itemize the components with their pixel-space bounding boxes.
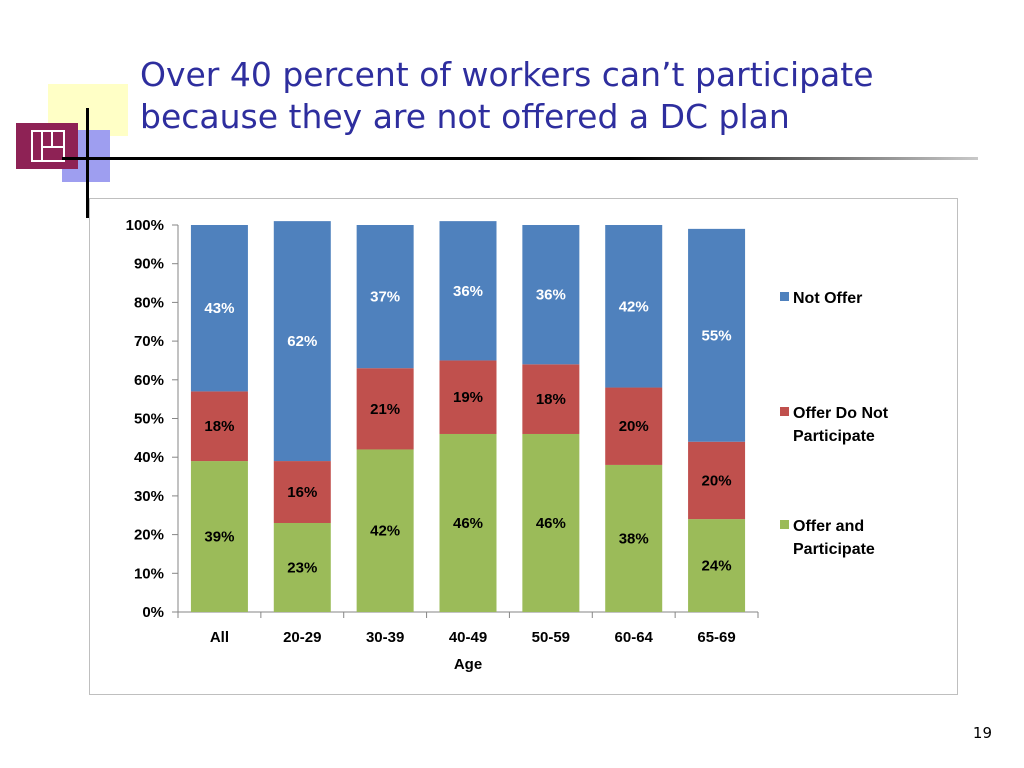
bar-segment bbox=[522, 364, 580, 434]
slide-title-line-2: because they are not offered a DC plan bbox=[140, 97, 790, 136]
data-label: 36% bbox=[453, 283, 483, 300]
bar-segment bbox=[439, 221, 497, 361]
page-number: 19 bbox=[972, 724, 992, 742]
data-label: 43% bbox=[204, 300, 234, 317]
y-tick-label: 0% bbox=[142, 604, 164, 621]
bar-segment bbox=[273, 461, 331, 523]
slide-title-line-1: Over 40 percent of workers can’t partici… bbox=[140, 55, 874, 94]
y-tick-label: 80% bbox=[134, 294, 164, 311]
bar-segment bbox=[522, 225, 580, 365]
legend-label: Participate bbox=[793, 428, 875, 445]
data-label: 42% bbox=[370, 523, 400, 540]
data-label: 18% bbox=[204, 418, 234, 435]
slide-title: Over 40 percent of workers can’t partici… bbox=[140, 54, 980, 138]
chart-area: 0% 10% 20% 30% 40% 50% 60% 70% 80% 90% 100% 39% 18% 4… bbox=[89, 198, 958, 695]
bar-segment bbox=[273, 522, 331, 612]
bar-segment bbox=[605, 225, 663, 388]
data-label: 19% bbox=[453, 389, 483, 406]
y-tick-label: 30% bbox=[134, 488, 164, 505]
decor-vertical-line bbox=[86, 108, 89, 218]
bar-segment bbox=[190, 225, 248, 392]
stacked-bar-chart: 0% 10% 20% 30% 40% 50% 60% 70% 80% 90% 100% 39% 18% 4… bbox=[126, 217, 889, 673]
data-label: 36% bbox=[536, 287, 566, 304]
x-tick-label: 60-64 bbox=[615, 629, 654, 646]
data-label: 16% bbox=[287, 484, 317, 501]
data-label: 46% bbox=[453, 515, 483, 532]
data-label: 18% bbox=[536, 391, 566, 408]
bar-segment bbox=[605, 387, 663, 465]
x-tick-label: 65-69 bbox=[697, 629, 735, 646]
legend-swatch bbox=[780, 407, 789, 416]
data-label: 55% bbox=[702, 327, 732, 344]
legend-swatch bbox=[780, 520, 789, 529]
legend-label: Not Offer bbox=[793, 290, 862, 307]
data-label: 20% bbox=[702, 472, 732, 489]
y-tick-label: 20% bbox=[134, 527, 164, 544]
bar-segment bbox=[688, 519, 746, 612]
y-tick-label: 100% bbox=[126, 217, 164, 234]
x-tick-label: 40-49 bbox=[449, 629, 487, 646]
logo-icon bbox=[31, 130, 65, 162]
x-tick-label: 50-59 bbox=[532, 629, 570, 646]
bar-segment bbox=[356, 225, 414, 369]
data-label: 21% bbox=[370, 401, 400, 418]
bar-segment bbox=[356, 449, 414, 612]
data-label: 62% bbox=[287, 333, 317, 350]
data-label: 20% bbox=[619, 418, 649, 435]
bar-segment bbox=[605, 464, 663, 612]
y-tick-label: 70% bbox=[134, 333, 164, 350]
data-label: 37% bbox=[370, 289, 400, 306]
y-tick-label: 40% bbox=[134, 449, 164, 466]
x-axis-title: Age bbox=[454, 656, 482, 673]
data-label: 24% bbox=[702, 558, 732, 575]
legend-swatch bbox=[780, 292, 789, 301]
y-tick-label: 50% bbox=[134, 411, 164, 428]
data-label: 38% bbox=[619, 530, 649, 547]
y-tick-label: 10% bbox=[134, 565, 164, 582]
bar-segment bbox=[439, 433, 497, 612]
legend-label: Offer Do Not bbox=[793, 405, 889, 422]
bar-segment bbox=[688, 441, 746, 520]
decor-maroon-square bbox=[16, 123, 78, 169]
legend-label: Offer and bbox=[793, 518, 864, 535]
bar-segment bbox=[688, 228, 746, 442]
x-tick-label: 20-29 bbox=[283, 629, 321, 646]
x-tick-label: All bbox=[210, 629, 229, 646]
y-tick-label: 90% bbox=[134, 256, 164, 273]
decor-horizontal-rule bbox=[62, 157, 978, 160]
bar-segment bbox=[522, 433, 580, 612]
bar-segment bbox=[356, 368, 414, 450]
data-label: 23% bbox=[287, 559, 317, 576]
data-label: 42% bbox=[619, 298, 649, 315]
x-tick-label: 30-39 bbox=[366, 629, 404, 646]
bar-segment bbox=[439, 360, 497, 434]
data-label: 46% bbox=[536, 515, 566, 532]
bar-segment bbox=[190, 391, 248, 462]
data-label: 39% bbox=[204, 529, 234, 546]
bar-segment bbox=[190, 461, 248, 612]
bar-segment bbox=[273, 221, 331, 462]
legend-label: Participate bbox=[793, 541, 875, 558]
y-tick-label: 60% bbox=[134, 372, 164, 389]
